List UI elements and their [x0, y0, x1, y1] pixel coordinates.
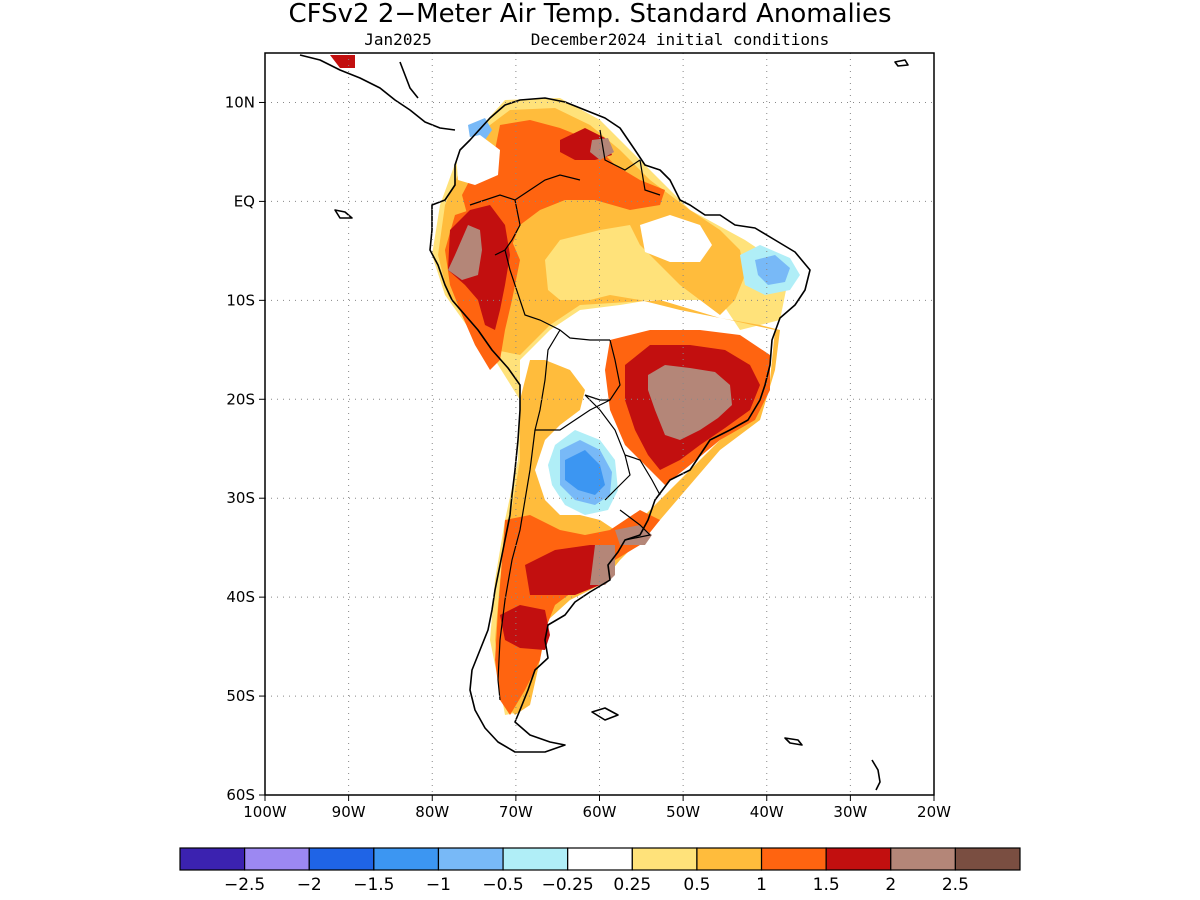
lon-tick-label: 30W — [833, 803, 867, 821]
lon-tick-label: 90W — [332, 803, 366, 821]
lat-tick-label: 50S — [226, 687, 255, 705]
coastline-central-america — [299, 54, 456, 131]
colorbar-swatch — [373, 847, 440, 871]
colorbar-label: −0.25 — [542, 875, 594, 895]
anomaly-red-central-america — [330, 55, 355, 68]
anomaly-red-patagonia — [500, 605, 550, 650]
country-borders — [469, 129, 661, 701]
colorbar-label: −2.5 — [224, 875, 265, 895]
graticule — [265, 53, 934, 795]
atlantic-islands — [894, 59, 909, 67]
colorbar-label: −0.5 — [482, 875, 523, 895]
anomaly-shading — [330, 55, 800, 715]
lon-tick-label: 70W — [499, 803, 533, 821]
colorbar-swatch — [179, 847, 246, 871]
colorbar-swatch — [696, 847, 763, 871]
anomaly-white-amazon — [640, 215, 712, 262]
lat-tick-label: 10N — [225, 93, 255, 111]
lat-tick-label: 30S — [226, 489, 255, 507]
colorbar-label: −1.5 — [353, 875, 394, 895]
colorbar-swatch — [825, 847, 892, 871]
colorbar-label: 0.5 — [683, 875, 710, 895]
colorbar-label: −1 — [426, 875, 451, 895]
lat-tick-label: 60S — [226, 786, 255, 804]
colorbar-swatch — [954, 847, 1021, 871]
anomaly-brown-brazil — [648, 365, 732, 440]
colorbar-label: 0.25 — [613, 875, 651, 895]
colorbar-swatch — [631, 847, 698, 871]
colorbar-label: 1.5 — [813, 875, 840, 895]
colorbar-label: 2 — [885, 875, 896, 895]
forecast-month: Jan2025 — [364, 30, 431, 49]
lat-tick-label: 20S — [226, 390, 255, 408]
anomaly-blue-paraguay — [565, 450, 605, 495]
colorbar-swatch — [567, 847, 633, 871]
anomaly-white-colombia — [455, 135, 500, 185]
colorbar-swatch — [244, 847, 310, 871]
lon-tick-label: 60W — [583, 803, 617, 821]
lat-tick-label: 10S — [226, 291, 255, 309]
anomaly-orangered-north — [462, 120, 665, 260]
lon-tick-label: 40W — [750, 803, 784, 821]
colorbar-swatch — [760, 847, 827, 871]
lat-tick-label: 40S — [226, 588, 255, 606]
map-area — [265, 53, 934, 795]
lon-tick-label: 50W — [666, 803, 700, 821]
colorbar: −2.5 −2 −1.5 −1 −0.5 −0.25 0.25 0.5 1 1.5 2 2.5 — [179, 847, 1021, 895]
map-title: CFSv2 2−Meter Air Temp. Standard Anomali… — [288, 0, 891, 29]
initial-conditions-label: December2024 initial conditions — [531, 30, 830, 49]
colorbar-swatch — [890, 847, 956, 871]
colorbar-swatch — [437, 847, 504, 871]
south-georgia — [784, 737, 803, 746]
anomaly-lightblue-northeast — [755, 255, 790, 285]
anomaly-brown-guyana — [590, 138, 614, 160]
lon-tick-label: 20W — [917, 803, 951, 821]
colorbar-label: 1 — [756, 875, 767, 895]
south-sandwich-islands — [871, 759, 881, 791]
lat-tick-label: EQ — [234, 192, 255, 210]
anomaly-brown-peru — [448, 225, 482, 280]
colorbar-swatch — [502, 847, 569, 871]
lon-tick-label: 80W — [415, 803, 449, 821]
lon-tick-label: 100W — [243, 803, 287, 821]
colorbar-swatch — [308, 847, 375, 871]
coastline — [429, 97, 811, 753]
colorbar-label: 2.5 — [942, 875, 969, 895]
falkland-islands — [591, 707, 619, 721]
galapagos-islands — [334, 209, 353, 219]
colorbar-label: −2 — [297, 875, 322, 895]
